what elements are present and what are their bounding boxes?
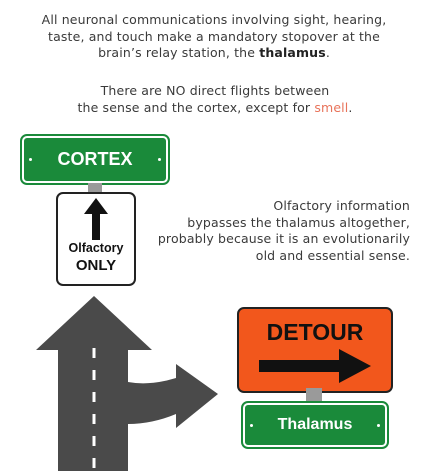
no-direct-line-2-post: .: [348, 99, 353, 115]
cortex-sign: CORTEX: [20, 134, 170, 185]
olfactory-info-line-3: probably because it is an evolutionarily: [157, 231, 410, 246]
road-shape: [36, 296, 218, 471]
intro-paragraph: All neuronal communications involving si…: [20, 12, 408, 62]
olfactory-info-line-4: old and essential sense.: [255, 247, 410, 263]
olfactory-info-line-1: Olfactory information: [273, 198, 410, 213]
no-direct-paragraph: There are NO direct flights between the …: [30, 83, 400, 116]
olfactory-info-line-2: bypasses the thalamus altogether,: [187, 214, 410, 230]
thalamus-term: thalamus: [259, 45, 326, 60]
cortex-sign-pole: [88, 183, 102, 193]
olfactory-only-sign: Olfactory ONLY: [56, 192, 136, 286]
intro-line-1: All neuronal communications involving si…: [41, 12, 387, 27]
cortex-sign-label: CORTEX: [57, 149, 133, 169]
no-direct-line-2-pre: the sense and the cortex, except for: [77, 99, 315, 115]
smell-term: smell: [314, 99, 349, 115]
detour-sign-pole: [306, 388, 322, 402]
olfactory-sign-sublabel: ONLY: [75, 257, 117, 274]
right-arrow-icon: [259, 349, 371, 383]
thalamus-sign-label: Thalamus: [277, 416, 353, 433]
thalamus-sign: Thalamus: [241, 401, 389, 449]
olfactory-info-paragraph: Olfactory information bypasses the thala…: [130, 198, 410, 264]
intro-line-2: taste, and touch make a mandatory stopov…: [48, 28, 380, 44]
intro-line-3-post: .: [325, 45, 330, 60]
intro-line-3-pre: brain’s relay station, the: [98, 45, 260, 60]
up-arrow-icon: [84, 198, 108, 240]
no-direct-line-1: There are NO direct flights between: [100, 83, 330, 98]
detour-sign: DETOUR: [237, 307, 393, 393]
olfactory-sign-label: Olfactory: [68, 241, 124, 255]
detour-sign-label: DETOUR: [266, 319, 364, 345]
